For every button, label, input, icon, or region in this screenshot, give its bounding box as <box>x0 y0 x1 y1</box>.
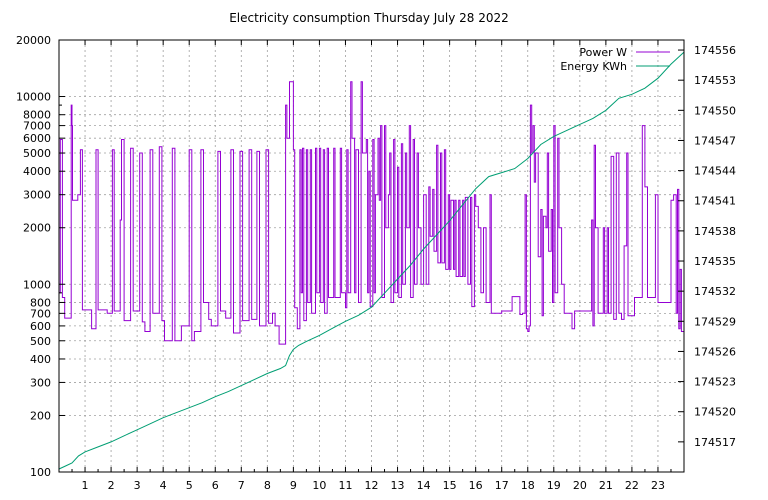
y-left-tick-label: 200 <box>30 409 51 422</box>
legend-label: Energy KWh <box>560 60 627 73</box>
x-tick-label: 19 <box>547 479 561 492</box>
y-left-tick-label: 1000 <box>23 278 51 291</box>
y-right-tick-label: 174544 <box>694 165 736 178</box>
x-tick-label: 17 <box>495 479 509 492</box>
y-left-tick-label: 100 <box>30 466 51 479</box>
y-left-tick-label: 600 <box>30 320 51 333</box>
x-tick-label: 22 <box>625 479 639 492</box>
axes: 1 2 3 4 5 6 7 8 9 10 11 12 13 14 15 16 17 18 19 20 21 22 23100… <box>16 34 736 492</box>
y-right-tick-label: 174547 <box>694 134 736 147</box>
y-right-tick-label: 174535 <box>694 255 736 268</box>
y-right-tick-label: 174532 <box>694 285 736 298</box>
x-tick-label: 4 <box>160 479 167 492</box>
x-tick-label: 18 <box>521 479 535 492</box>
x-tick-label: 5 <box>186 479 193 492</box>
series-line-power-w <box>59 81 684 345</box>
y-right-tick-label: 174523 <box>694 376 736 389</box>
y-right-tick-label: 174538 <box>694 225 736 238</box>
series-layer <box>58 51 685 470</box>
y-right-tick-label: 174550 <box>694 104 736 117</box>
x-tick-label: 21 <box>599 479 613 492</box>
y-left-tick-label: 500 <box>30 335 51 348</box>
x-tick-label: 6 <box>212 479 219 492</box>
y-left-tick-label: 300 <box>30 376 51 389</box>
x-tick-label: 11 <box>338 479 352 492</box>
y-left-tick-label: 800 <box>30 296 51 309</box>
y-left-tick-label: 20000 <box>16 34 51 47</box>
x-tick-label: 1 <box>82 479 89 492</box>
y-right-tick-label: 174520 <box>694 406 736 419</box>
x-tick-label: 10 <box>312 479 326 492</box>
x-tick-label: 3 <box>134 479 141 492</box>
x-tick-label: 14 <box>417 479 431 492</box>
y-right-tick-label: 174541 <box>694 195 736 208</box>
x-tick-label: 2 <box>108 479 115 492</box>
y-left-tick-label: 3000 <box>23 189 51 202</box>
y-left-tick-label: 400 <box>30 353 51 366</box>
y-left-tick-label: 6000 <box>23 132 51 145</box>
legend-label: Power W <box>579 46 627 59</box>
x-tick-label: 20 <box>573 479 587 492</box>
y-left-tick-label: 5000 <box>23 147 51 160</box>
y-left-tick-label: 2000 <box>23 222 51 235</box>
x-tick-label: 12 <box>365 479 379 492</box>
y-right-tick-label: 174529 <box>694 315 736 328</box>
x-tick-label: 23 <box>651 479 665 492</box>
x-tick-label: 8 <box>264 479 271 492</box>
chart-title: Electricity consumption Thursday July 28… <box>229 11 509 25</box>
y-left-tick-label: 700 <box>30 307 51 320</box>
y-right-tick-label: 174556 <box>694 44 736 57</box>
x-tick-label: 7 <box>238 479 245 492</box>
y-right-tick-label: 174553 <box>694 74 736 87</box>
y-right-tick-label: 174526 <box>694 345 736 358</box>
y-right-tick-label: 174517 <box>694 436 736 449</box>
y-left-tick-label: 4000 <box>23 165 51 178</box>
y-left-tick-label: 10000 <box>16 91 51 104</box>
x-tick-label: 15 <box>443 479 457 492</box>
y-left-tick-label: 8000 <box>23 109 51 122</box>
x-tick-label: 16 <box>469 479 483 492</box>
x-tick-label: 9 <box>290 479 297 492</box>
x-tick-label: 13 <box>391 479 405 492</box>
y-left-tick-label: 7000 <box>23 120 51 133</box>
series-line-energy-kwh <box>58 51 685 470</box>
